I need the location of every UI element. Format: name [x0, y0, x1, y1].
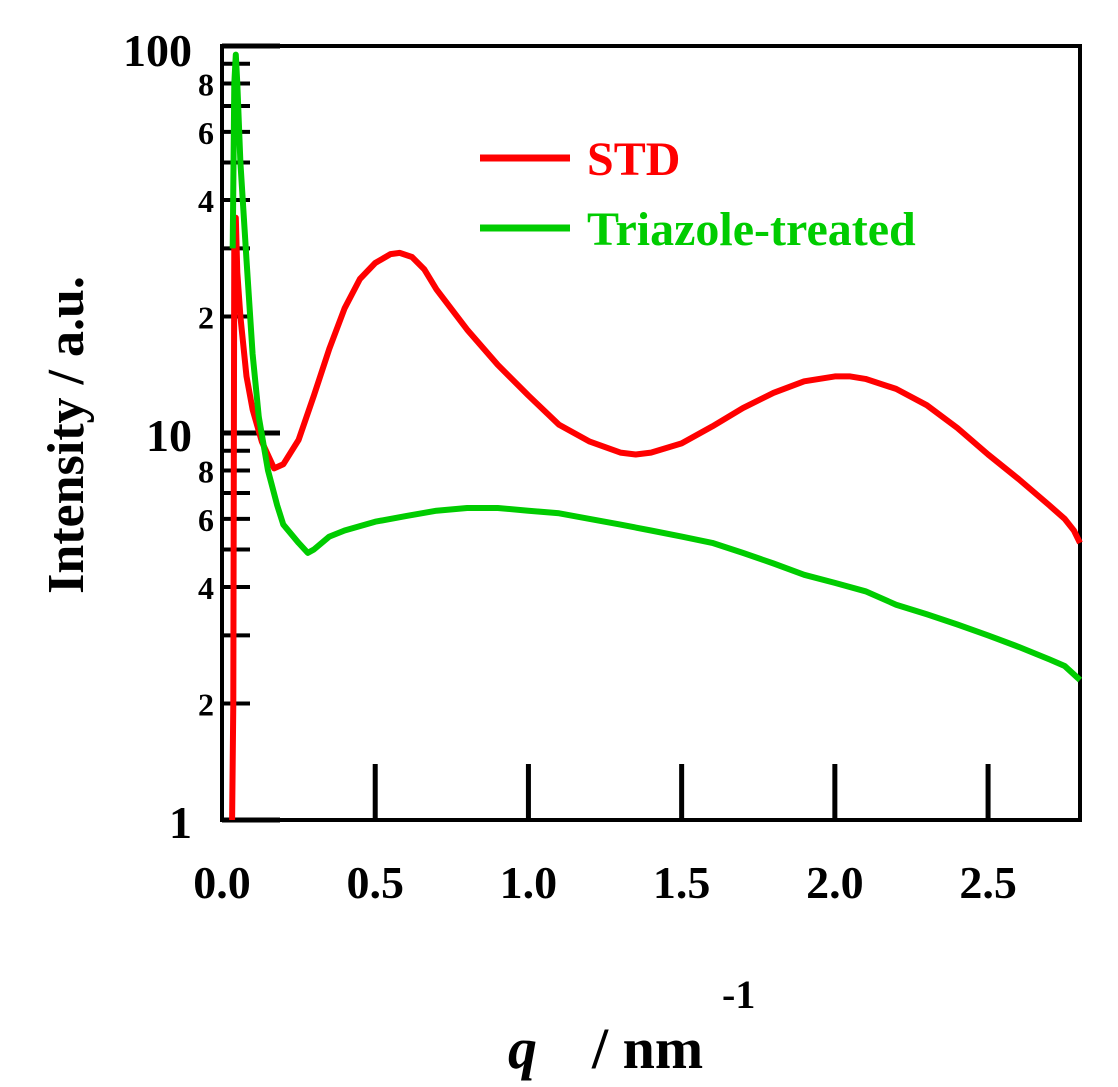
- x-tick-label: 1.5: [653, 857, 711, 908]
- y-minor-tick-label: 6: [198, 115, 214, 151]
- x-tick-label: 2.5: [959, 857, 1017, 908]
- y-minor-tick-label: 8: [198, 67, 214, 103]
- legend-label-std: STD: [587, 133, 680, 186]
- x-tick-label: 0.5: [346, 857, 404, 908]
- x-axis-unit-exponent: -1: [722, 972, 755, 1017]
- x-tick-label: 1.0: [500, 857, 558, 908]
- y-minor-tick-label: 6: [198, 502, 214, 538]
- x-tick-label: 0.0: [193, 857, 251, 908]
- y-minor-tick-label: 4: [198, 183, 214, 219]
- x-axis-ticks: 0.0 0.5 1.0 1.5 2.0 2.5: [193, 764, 1017, 908]
- x-tick-label: 2.0: [806, 857, 864, 908]
- y-axis-title: Intensity / a.u.: [38, 276, 95, 594]
- y-minor-tick-label: 2: [198, 687, 214, 723]
- series-line-triazole: [229, 51, 1083, 683]
- y-minor-tick-label: 4: [198, 570, 214, 606]
- y-minor-tick-label: 2: [198, 300, 214, 336]
- x-axis-title: q / nm: [508, 1016, 703, 1081]
- series-layer: [229, 51, 1083, 821]
- y-major-tick-label: 1: [169, 797, 192, 848]
- legend: STD Triazole-treated: [480, 133, 916, 256]
- y-axis-ticks: 1 10 100 2 4 6 8 2 4 6 8: [123, 25, 280, 848]
- legend-label-triazole: Triazole-treated: [587, 203, 916, 256]
- series-line-std: [229, 214, 1083, 821]
- y-major-tick-label: 10: [146, 410, 192, 461]
- x-axis-symbol: q: [508, 1016, 537, 1081]
- y-major-tick-label: 100: [123, 25, 192, 76]
- y-minor-tick-label: 8: [198, 454, 214, 490]
- x-axis-unit: / nm: [591, 1016, 703, 1081]
